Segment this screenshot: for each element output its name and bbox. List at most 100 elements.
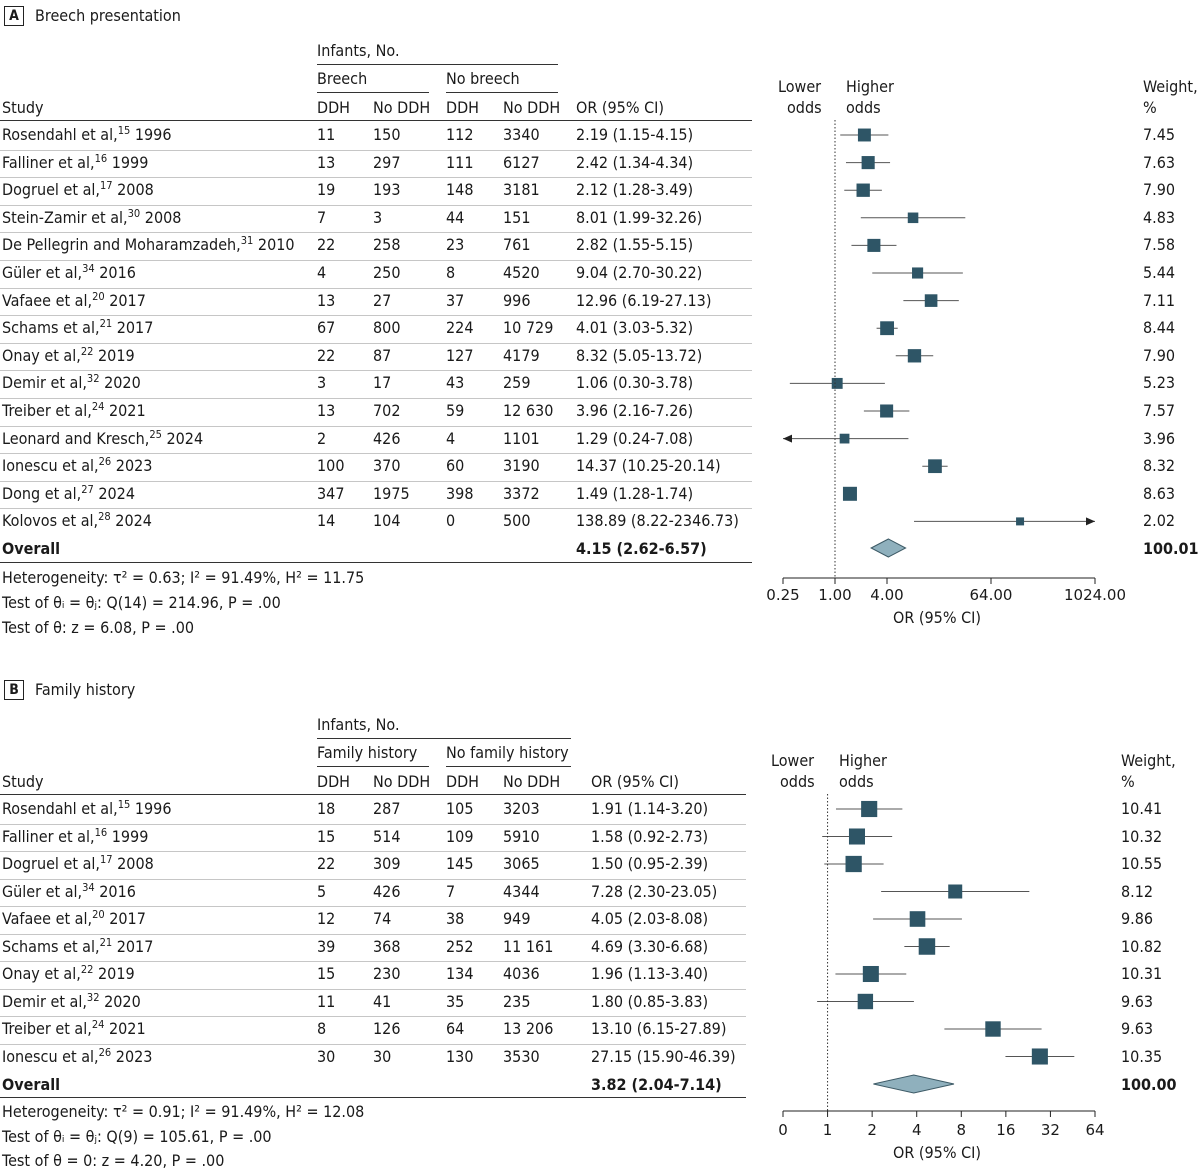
study-ref: 31 [240, 234, 254, 248]
cell-ddh-unexposed: 105 [446, 799, 474, 818]
cell-ddh-unexposed: 37 [446, 290, 465, 310]
cell-noddh-exposed: 702 [373, 401, 401, 420]
cell-weight: 7.58 [1143, 235, 1176, 255]
cell-or: 14.37 (10.25-20.14) [576, 456, 721, 476]
study-year: 1996 [134, 799, 172, 818]
cell-weight: 7.90 [1143, 180, 1176, 200]
cell-ddh-unexposed: 148 [446, 180, 474, 200]
exposed-rule [317, 92, 429, 93]
col-ddh-unexposed: DDH [446, 98, 479, 117]
study-author: Treiber et al, [2, 1019, 92, 1038]
cell-noddh-unexposed: 3190 [503, 456, 540, 476]
cell-weight: 9.63 [1121, 1019, 1154, 1038]
cell-noddh-exposed: 287 [373, 799, 401, 818]
x-tick-label: 64.00 [970, 586, 1013, 604]
point-estimate-marker [842, 486, 857, 501]
x-tick-label: 0 [778, 1121, 788, 1139]
study-ref: 21 [99, 935, 113, 949]
cell-noddh-unexposed: 3065 [503, 854, 540, 873]
point-estimate-marker [839, 433, 850, 444]
cell-ddh-unexposed: 112 [446, 125, 474, 144]
col-ddh-exposed: DDH [317, 772, 350, 791]
study-ref: 24 [91, 400, 105, 413]
row-divider [0, 961, 746, 962]
study-year: 2016 [99, 263, 136, 282]
study-ref: 28 [98, 510, 111, 524]
cell-noddh-unexposed: 4520 [503, 263, 540, 282]
header-rule [0, 794, 746, 795]
cell-weight: 10.31 [1121, 964, 1163, 983]
study-author: Kolovos et al, [2, 511, 99, 531]
study-author: Ionescu et al, [2, 1046, 99, 1066]
point-estimate-marker [1016, 517, 1025, 526]
cell-noddh-unexposed: 996 [503, 290, 531, 310]
study-year: 2019 [98, 964, 135, 983]
cell-ddh-unexposed: 224 [446, 318, 474, 338]
study-year: 2019 [98, 345, 135, 365]
study-year: 2008 [117, 180, 154, 200]
study-name: Rosendahl et al,15 1996 [2, 125, 171, 145]
study-author: Rosendahl et al, [2, 125, 118, 144]
row-divider [0, 149, 752, 151]
cell-noddh-exposed: 27 [373, 290, 392, 310]
cell-weight: 2.02 [1143, 511, 1176, 531]
cell-ddh-exposed: 5 [317, 881, 327, 901]
cell-or: 2.82 (1.55-5.15) [576, 235, 694, 255]
higher-odds-label: Higher [846, 77, 894, 96]
weight-label-2: % [1143, 98, 1157, 117]
cell-noddh-exposed: 41 [373, 991, 392, 1011]
cell-ddh-unexposed: 44 [446, 207, 465, 227]
study-name: Demir et al,32 2020 [2, 373, 141, 393]
study-author: Vafaee et al, [2, 290, 93, 310]
point-estimate-marker [867, 238, 881, 252]
study-year: 1999 [111, 826, 149, 846]
cell-noddh-exposed: 87 [373, 345, 392, 365]
study-name: Stein-Zamir et al,30 2008 [2, 208, 181, 228]
study-name: Dong et al,27 2024 [2, 484, 135, 504]
study-year: 1999 [111, 152, 149, 172]
study-author: Rosendahl et al, [2, 799, 118, 818]
x-tick-label: 0.25 [766, 586, 799, 604]
cell-or: 2.19 (1.15-4.15) [576, 125, 694, 144]
study-ref: 17 [99, 853, 113, 866]
lower-odds-label-2: odds [780, 772, 815, 791]
cell-noddh-unexposed: 13 206 [503, 1019, 554, 1038]
cell-noddh-unexposed: 5910 [503, 826, 540, 846]
forest-plot-a: 0.25 1.00 4.00 64.00 1024.00 [766, 120, 1126, 604]
cell-ddh-exposed: 14 [317, 511, 336, 531]
cell-ddh-exposed: 12 [317, 909, 336, 928]
x-tick-label: 16 [996, 1121, 1015, 1139]
point-estimate-marker [924, 294, 938, 307]
cell-noddh-exposed: 1975 [373, 483, 410, 503]
cell-noddh-exposed: 370 [373, 456, 401, 476]
study-year: 2008 [117, 854, 154, 873]
cell-ddh-exposed: 19 [317, 180, 336, 200]
study-ref: 21 [99, 317, 113, 331]
lower-odds-label: Lower [778, 77, 822, 96]
cell-ddh-exposed: 347 [317, 483, 345, 503]
study-ref: 16 [94, 151, 108, 165]
study-ref: 32 [86, 372, 100, 386]
study-name: Vafaee et al,20 2017 [2, 909, 146, 929]
study-ref: 20 [92, 289, 105, 303]
cell-noddh-unexposed: 10 729 [503, 318, 554, 338]
cell-or: 1.58 (0.92-2.73) [591, 826, 709, 846]
cell-weight: 10.35 [1121, 1046, 1163, 1066]
study-year: 2021 [108, 401, 146, 420]
study-author: Onay et al, [2, 964, 81, 983]
cell-weight: 7.11 [1143, 290, 1176, 310]
header-rule [0, 120, 752, 121]
cell-or: 1.06 (0.30-3.78) [576, 373, 694, 393]
point-estimate-marker [912, 267, 924, 279]
study-name: Onay et al,22 2019 [2, 964, 135, 984]
study-author: Dogruel et al, [2, 180, 100, 200]
cell-noddh-exposed: 230 [373, 964, 401, 983]
cell-weight: 7.63 [1143, 152, 1176, 172]
point-estimate-marker [861, 800, 878, 818]
study-author: Güler et al, [2, 263, 83, 282]
study-name: Rosendahl et al,15 1996 [2, 799, 171, 819]
study-ref: 15 [117, 124, 131, 137]
panel-letter: B [4, 680, 24, 700]
cell-weight: 7.45 [1143, 125, 1176, 144]
higher-odds-label-2: odds [846, 98, 881, 117]
